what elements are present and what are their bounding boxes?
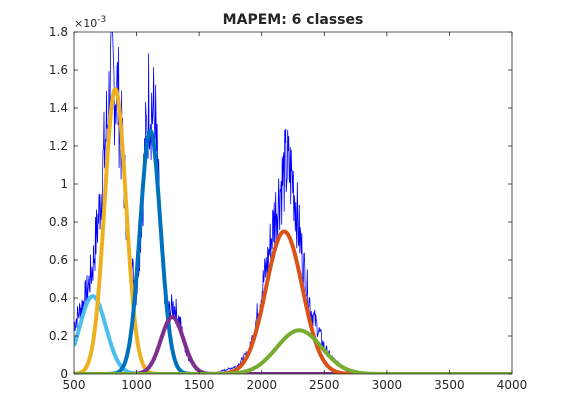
y-tick-label: 0.8 <box>49 215 68 229</box>
x-tick-label: 3500 <box>434 378 465 392</box>
x-tick-label: 2000 <box>246 378 277 392</box>
x-tick-label: 4000 <box>497 378 528 392</box>
y-exponent-base: ×10 <box>74 17 97 30</box>
series-line-5 <box>74 229 512 374</box>
axes-box <box>73 31 513 375</box>
y-tick-label: 0 <box>60 367 68 381</box>
x-tick-label: 500 <box>63 378 86 392</box>
y-tick-label: 0.6 <box>49 253 68 267</box>
plot-area <box>74 32 512 374</box>
y-tick-label: 1 <box>60 177 68 191</box>
series-line-3 <box>74 128 512 374</box>
plot-data-layer <box>74 32 512 374</box>
y-tick-label: 1.4 <box>49 101 68 115</box>
x-tick-label: 1000 <box>121 378 152 392</box>
y-tick-label: 1.2 <box>49 139 68 153</box>
series-line-6 <box>74 328 512 374</box>
x-tick-label: 2500 <box>309 378 340 392</box>
series-line-4 <box>74 315 512 374</box>
y-tick-label: 0.2 <box>49 329 68 343</box>
y-exponent-power: -3 <box>97 15 106 25</box>
y-exponent-label: ×10-3 <box>74 15 106 30</box>
y-tick-label: 1.8 <box>49 25 68 39</box>
x-tick-label: 3000 <box>372 378 403 392</box>
y-axis-ticks: 0 0.2 0.4 0.6 0.8 1 1.2 1.4 1.6 1.8 <box>49 25 512 381</box>
y-tick-label: 1.6 <box>49 63 68 77</box>
x-tick-label: 1500 <box>184 378 215 392</box>
y-tick-label: 0.4 <box>49 291 68 305</box>
x-axis-ticks: 500 1000 1500 2000 2500 3000 3500 4000 <box>63 32 528 392</box>
chart-title: MAPEM: 6 classes <box>223 12 364 28</box>
